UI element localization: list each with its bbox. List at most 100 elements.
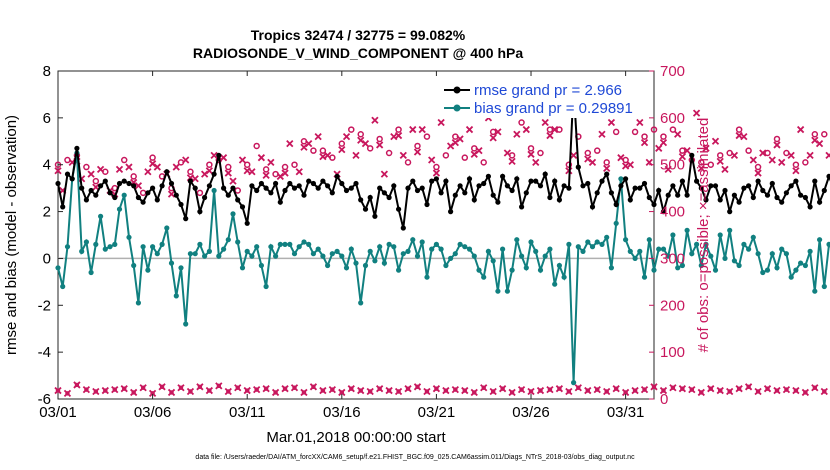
x-tick-label: 03/11 [229, 404, 265, 421]
obs-assimilated-bottom-marker [319, 386, 327, 395]
bias-point [291, 251, 298, 257]
rmse-point [760, 187, 766, 194]
obs-assimilated-bottom-marker [262, 385, 270, 393]
x-tick-label: 03/31 [607, 404, 645, 421]
obs-possible-marker [395, 126, 402, 133]
obs-dot [55, 388, 61, 393]
obs-x-stroke [465, 125, 474, 134]
rmse-point [372, 213, 378, 219]
obs-assimilated-bottom-marker [735, 385, 743, 393]
obs-assimilated-marker [768, 156, 776, 164]
obs-x-stroke [811, 136, 819, 144]
rmse-point [239, 204, 246, 210]
obs-x-stroke [418, 125, 426, 134]
obs-dot [661, 388, 666, 393]
rmse-point [69, 176, 75, 182]
obs-assimilated-bottom-marker [432, 385, 441, 393]
rmse-point [802, 194, 809, 201]
obs-assimilated-bottom-marker [205, 386, 214, 395]
rmse-point [98, 183, 104, 189]
bias-point [405, 248, 411, 254]
obs-assimilated-bottom-marker [300, 388, 308, 397]
obs-assimilated-bottom-marker [754, 387, 762, 396]
obs-dot [415, 384, 420, 390]
obs-dot [122, 386, 127, 391]
obs-assimilated-marker [305, 139, 313, 148]
bias-point [646, 237, 652, 243]
rmse-point [273, 180, 279, 187]
obs-possible-marker [461, 154, 469, 161]
obs-x-stroke [342, 132, 351, 141]
obs-assimilated-marker [546, 131, 554, 140]
obs-dot [311, 384, 316, 390]
bias-point [140, 244, 146, 250]
obs-dot [680, 386, 685, 391]
bias-point [561, 274, 567, 280]
obs-assimilated-bottom-marker [423, 387, 431, 396]
rmse-point [419, 185, 425, 191]
y-axis-right-label: # of obs: o=possible; ×=assimilated [695, 118, 712, 353]
obs-dot [84, 387, 89, 392]
obs-x-stroke [674, 130, 682, 138]
obs-assimilated-bottom-marker [404, 385, 412, 393]
y-tick-label: -2 [38, 297, 51, 314]
obs-assimilated-marker [626, 161, 634, 169]
rmse-point [788, 183, 794, 189]
obs-dot [405, 386, 411, 391]
obs-assimilated-marker [413, 148, 422, 156]
rmse-point [774, 194, 780, 201]
obs-x-stroke [678, 153, 687, 161]
obs-possible-marker [802, 159, 809, 166]
obs-dot [774, 388, 780, 393]
obs-x-stroke [78, 175, 86, 183]
bias-point [542, 253, 548, 259]
obs-x-stroke [607, 118, 616, 127]
bias-point [329, 251, 335, 257]
obs-assimilated-bottom-marker [527, 387, 535, 396]
obs-assimilated-bottom-marker [186, 387, 195, 396]
rmse-point [566, 185, 572, 191]
obs-x-stroke [768, 156, 776, 164]
obs-assimilated-bottom-marker [385, 386, 393, 395]
obs-possible-marker [433, 163, 440, 171]
bias-point [353, 260, 359, 266]
bias-point [268, 244, 274, 250]
obs-dot [235, 385, 240, 390]
obs-assimilated-bottom-marker [773, 386, 781, 395]
obs-dot [472, 390, 477, 395]
obs-assimilated-marker [806, 151, 814, 159]
rmse-point [618, 183, 624, 189]
obs-assimilated-bottom-marker [139, 384, 147, 392]
obs-dot [93, 389, 99, 394]
obs-assimilated-marker [182, 156, 190, 164]
obs-possible-marker [735, 126, 743, 133]
obs-assimilated-marker [475, 147, 483, 155]
obs-assimilated-marker [224, 169, 232, 177]
obs-assimilated-bottom-marker [92, 387, 100, 396]
rmse-point [192, 185, 198, 191]
obs-x-stroke [551, 125, 559, 134]
bias-point [651, 267, 657, 273]
obs-possible-marker [243, 161, 251, 168]
obs-assimilated-marker [569, 151, 578, 159]
obs-assimilated-bottom-marker [148, 389, 157, 398]
rmse-point [443, 178, 449, 184]
bias-point [812, 288, 818, 294]
obs-dot [273, 390, 278, 395]
obs-possible-marker [120, 156, 128, 164]
obs-assimilated-bottom-marker [489, 387, 497, 396]
obs-possible-marker [546, 126, 554, 133]
rmse-point [287, 180, 293, 187]
bias-point [528, 239, 534, 245]
obs-assimilated-marker [655, 144, 663, 152]
obs-x-stroke [200, 170, 209, 178]
rmse-point [807, 204, 813, 210]
obs-assimilated-marker [721, 165, 729, 174]
obs-possible-marker [641, 133, 648, 140]
bias-point [192, 251, 198, 257]
rmse-point [679, 178, 686, 184]
obs-x-stroke [182, 156, 190, 164]
legend-bias-label: bias grand pr = 0.29891 [474, 100, 633, 117]
obs-assimilated-marker [437, 118, 445, 127]
bias-point [552, 281, 558, 287]
